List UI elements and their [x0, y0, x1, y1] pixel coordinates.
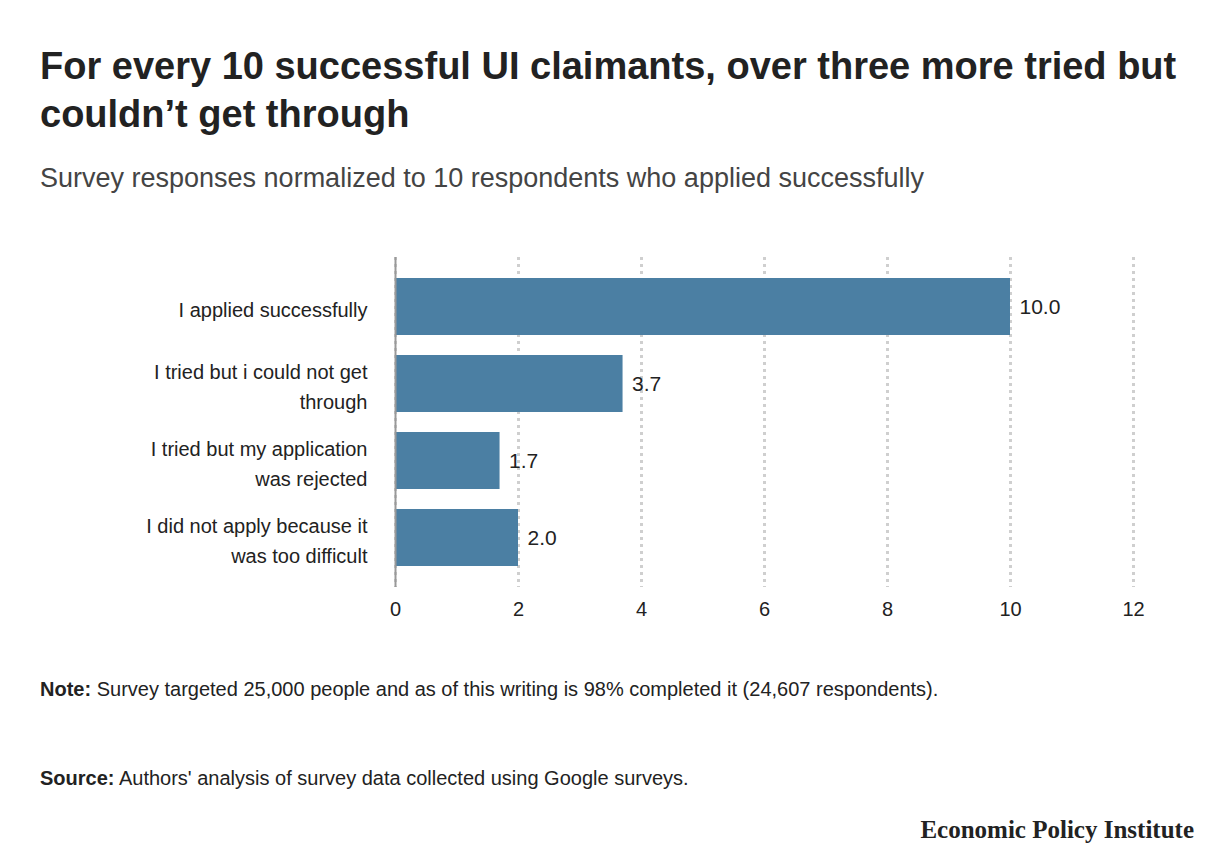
svg-text:I applied successfully: I applied successfully — [179, 299, 368, 321]
svg-text:2.0: 2.0 — [528, 526, 557, 549]
html-text:For every 10 successful UI cla: For every 10 successful UI claimants, ov… — [40, 45, 1177, 135]
svg-text:10: 10 — [999, 598, 1021, 620]
html-text:Note: Survey targeted 25,000 p: Note: Survey targeted 25,000 people and … — [40, 678, 939, 700]
svg-text:I tried but my applicationwas: I tried but my applicationwas rejected — [151, 438, 368, 490]
svg-text:12: 12 — [1122, 598, 1144, 620]
svg-text:2: 2 — [513, 598, 524, 620]
svg-text:1.7: 1.7 — [509, 449, 538, 472]
svg-text:10.0: 10.0 — [1020, 295, 1061, 318]
svg-text:3.7: 3.7 — [632, 372, 661, 395]
html-text:Source: Authors' analysis of s: Source: Authors' analysis of survey data… — [40, 767, 689, 789]
svg-text:6: 6 — [759, 598, 770, 620]
svg-text:4: 4 — [636, 598, 647, 620]
html-text:Survey responses normalized to: Survey responses normalized to 10 respon… — [40, 163, 924, 193]
html-text:Economic Policy Institute: Economic Policy Institute — [920, 816, 1194, 843]
svg-text:I tried but i could not getthr: I tried but i could not getthrough — [154, 361, 368, 413]
svg-text:I did not apply because itwas: I did not apply because itwas too diffic… — [146, 515, 368, 567]
svg-text:0: 0 — [390, 598, 401, 620]
svg-text:8: 8 — [882, 598, 893, 620]
